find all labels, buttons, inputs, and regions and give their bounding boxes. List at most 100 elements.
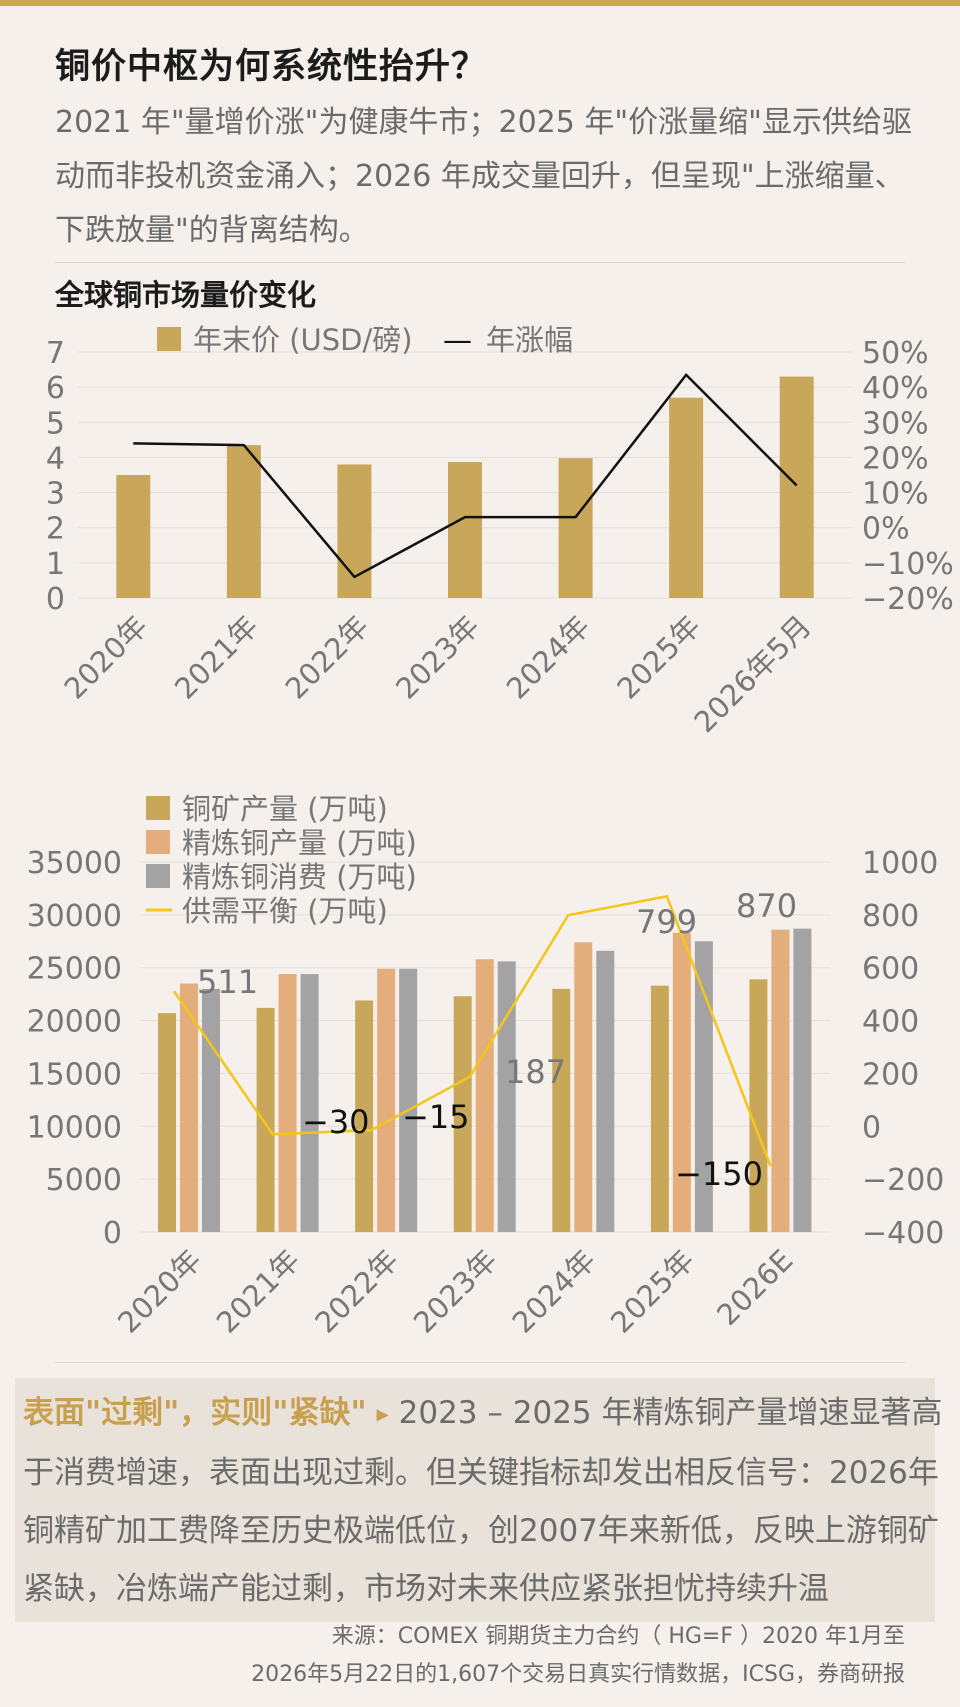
x-tick-label: 2020年 bbox=[57, 609, 154, 706]
y2-tick-label: 40% bbox=[862, 371, 929, 406]
y-tick-label: 4 bbox=[46, 441, 65, 476]
price-bar bbox=[226, 445, 261, 598]
legend-bar-swatch bbox=[157, 327, 181, 351]
refined-output-bar bbox=[771, 929, 790, 1232]
legend-label: 供需平衡 (万吨) bbox=[182, 894, 388, 928]
x-tick-label: 2021年 bbox=[210, 1243, 307, 1340]
x-tick-label: 2025年 bbox=[604, 1243, 701, 1340]
x-tick-label: 2024年 bbox=[500, 609, 597, 706]
legend-swatch bbox=[146, 830, 170, 854]
y-tick-label: 6 bbox=[46, 371, 65, 406]
refined-consumption-bar bbox=[300, 974, 319, 1232]
refined-output-bar bbox=[377, 968, 396, 1232]
price-bar bbox=[779, 376, 814, 598]
page-subtitle: 2021 年"量增价涨"为健康牛市；2025 年"价涨量缩"显示供给驱动而非投机… bbox=[55, 105, 912, 248]
mine-output-bar bbox=[749, 979, 768, 1232]
source-line-1: 来源：COMEX 铜期货主力合约（ HG=F ）2020 年1月至 bbox=[331, 1624, 905, 1649]
refined-consumption-bar bbox=[497, 961, 516, 1232]
y2-tick-label: 1000 bbox=[862, 846, 938, 881]
x-tick-label: 2026E bbox=[710, 1243, 799, 1332]
price-bar bbox=[558, 458, 593, 598]
y2-tick-label: 400 bbox=[862, 1005, 919, 1040]
data-label: −150 bbox=[675, 1155, 763, 1193]
y-tick-label: 25000 bbox=[27, 952, 122, 987]
y-tick-label: 5 bbox=[46, 406, 65, 441]
y2-tick-label: 50% bbox=[862, 336, 929, 371]
callout-body: 2023 – 2025 年精炼铜产量增速显著高于消费增速，表面出现过剩。但关键指… bbox=[23, 1395, 943, 1607]
chart2-supply-demand-chart: 05000100001500020000250003000035000−400−… bbox=[27, 792, 945, 1340]
legend-dash: — bbox=[443, 323, 472, 357]
price-bar bbox=[669, 397, 704, 598]
mine-output-bar bbox=[158, 1013, 176, 1232]
triangle-right-icon: ▶ bbox=[376, 1404, 389, 1424]
legend-swatch bbox=[146, 796, 170, 820]
y-tick-label: 1 bbox=[46, 547, 65, 582]
y-tick-label: 0 bbox=[103, 1216, 122, 1251]
x-tick-label: 2023年 bbox=[389, 609, 486, 706]
y2-tick-label: −200 bbox=[862, 1163, 944, 1198]
legend-line-label: 年涨幅 bbox=[486, 323, 573, 357]
price-bar bbox=[116, 475, 151, 598]
y-tick-label: 3 bbox=[46, 477, 65, 512]
legend-label: 铜矿产量 (万吨) bbox=[182, 792, 388, 826]
refined-output-bar bbox=[180, 983, 198, 1232]
y2-tick-label: 800 bbox=[862, 899, 919, 934]
x-tick-label: 2021年 bbox=[168, 609, 265, 706]
y2-tick-label: 0% bbox=[862, 512, 910, 547]
y-tick-label: 35000 bbox=[27, 846, 122, 881]
data-label: 511 bbox=[197, 963, 258, 1001]
data-label: −30 bbox=[302, 1103, 370, 1141]
x-tick-label: 2022年 bbox=[279, 609, 376, 706]
y2-tick-label: 600 bbox=[862, 952, 919, 987]
legend-bar-label: 年末价 (USD/磅) bbox=[193, 323, 413, 357]
divider bbox=[55, 262, 905, 263]
y-tick-label: 15000 bbox=[27, 1057, 122, 1092]
refined-consumption-bar bbox=[399, 968, 418, 1232]
x-tick-label: 2023年 bbox=[407, 1243, 504, 1340]
y2-tick-label: −10% bbox=[862, 547, 954, 582]
y-tick-label: 2 bbox=[46, 512, 65, 547]
x-tick-label: 2020年 bbox=[111, 1243, 208, 1340]
callout-highlight: 表面"过剩"，实则"紧缺" bbox=[23, 1395, 367, 1431]
x-tick-label: 2024年 bbox=[505, 1243, 602, 1340]
x-tick-label: 2026年5月 bbox=[687, 609, 817, 739]
price-bar bbox=[448, 461, 482, 598]
mine-output-bar bbox=[355, 1000, 374, 1232]
divider bbox=[55, 1362, 905, 1363]
refined-output-bar bbox=[475, 959, 494, 1232]
mine-output-bar bbox=[453, 996, 472, 1232]
data-label: 187 bbox=[505, 1053, 566, 1091]
refined-consumption-bar bbox=[694, 941, 713, 1232]
y2-tick-label: −20% bbox=[862, 582, 954, 617]
mine-output-bar bbox=[256, 1007, 275, 1232]
data-label: 870 bbox=[736, 887, 797, 925]
legend-swatch bbox=[146, 864, 170, 888]
legend-label: 精炼铜产量 (万吨) bbox=[182, 826, 417, 860]
chart1-title: 全球铜市场量价变化 bbox=[55, 278, 317, 312]
y2-tick-label: −400 bbox=[862, 1216, 944, 1251]
refined-consumption-bar bbox=[596, 950, 615, 1232]
y-tick-label: 20000 bbox=[27, 1005, 122, 1040]
source-note: 来源：COMEX 铜期货主力合约（ HG=F ）2020 年1月至 2026年5… bbox=[251, 1618, 905, 1694]
y-tick-label: 30000 bbox=[27, 899, 122, 934]
y2-tick-label: 0 bbox=[862, 1110, 881, 1145]
growth-line bbox=[133, 372, 798, 579]
y2-tick-label: 200 bbox=[862, 1057, 919, 1092]
refined-consumption-bar bbox=[202, 988, 220, 1232]
y-tick-label: 10000 bbox=[27, 1110, 122, 1145]
y-tick-label: 7 bbox=[46, 336, 65, 371]
page-title: 铜价中枢为何系统性抬升？ bbox=[55, 47, 488, 87]
top-accent-bar bbox=[0, 0, 960, 6]
mine-output-bar bbox=[552, 988, 571, 1232]
callout-box bbox=[15, 1378, 935, 1622]
y2-tick-label: 20% bbox=[862, 441, 929, 476]
y-tick-label: 0 bbox=[46, 582, 65, 617]
y2-tick-label: 30% bbox=[862, 406, 929, 441]
mine-output-bar bbox=[650, 985, 669, 1232]
refined-output-bar bbox=[278, 974, 297, 1232]
data-label: 799 bbox=[636, 903, 697, 941]
refined-consumption-bar bbox=[793, 928, 812, 1232]
refined-output-bar bbox=[574, 942, 593, 1232]
data-label: −15 bbox=[402, 1098, 470, 1136]
